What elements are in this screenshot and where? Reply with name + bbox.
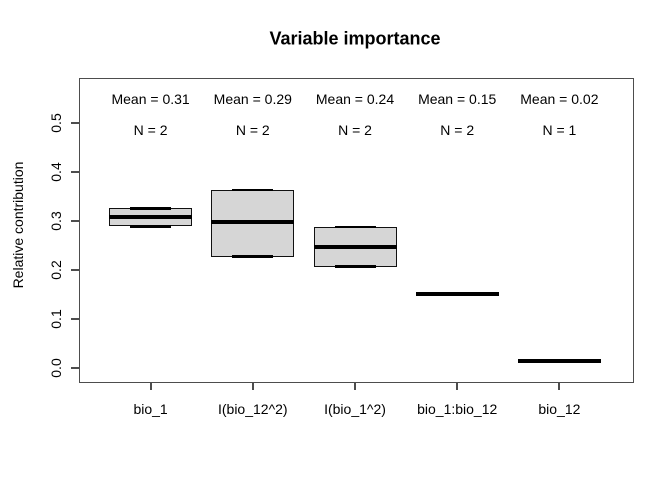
y-axis-tick xyxy=(71,268,79,271)
x-axis-tick-label: I(bio_1^2) xyxy=(324,401,386,417)
chart-title: Variable importance xyxy=(269,28,441,49)
x-axis-tick xyxy=(354,381,356,390)
y-axis-tick-label: 0.2 xyxy=(48,259,64,280)
n-annotation: N = 2 xyxy=(338,122,372,138)
mean-annotation: Mean = 0.02 xyxy=(520,91,599,107)
y-axis-tick-label: 0.3 xyxy=(48,210,64,231)
y-axis-tick xyxy=(71,170,79,173)
x-axis-tick xyxy=(251,381,254,390)
n-annotation: N = 2 xyxy=(235,122,270,138)
boxplot-whisker-cap-lower xyxy=(334,265,376,268)
mean-annotation: Mean = 0.29 xyxy=(213,91,292,107)
y-axis-tick-label: 0.1 xyxy=(48,308,64,329)
boxplot-median xyxy=(211,220,295,225)
y-axis-tick xyxy=(71,366,79,369)
boxplot-median xyxy=(109,214,193,219)
y-axis-tick xyxy=(71,121,79,124)
y-axis-tick xyxy=(71,317,79,320)
y-axis-title: Relative contribution xyxy=(10,161,26,289)
boxplot-whisker-cap-upper xyxy=(334,225,376,229)
boxplot-collapsed-box xyxy=(415,291,499,297)
n-annotation: N = 2 xyxy=(133,122,168,138)
boxplot-whisker-cap-lower xyxy=(232,255,274,259)
boxplot-median xyxy=(313,245,397,250)
x-axis-tick xyxy=(149,381,152,390)
x-axis-tick-label: bio_12 xyxy=(538,401,581,417)
x-axis-tick xyxy=(558,381,561,390)
plot-area xyxy=(79,78,634,383)
boxplot-whisker-cap-lower xyxy=(130,225,172,228)
y-axis-tick-label: 0.5 xyxy=(48,112,64,133)
boxplot-whisker-cap-upper xyxy=(232,188,274,192)
x-axis-tick xyxy=(456,381,459,390)
x-axis-tick-label: bio_1 xyxy=(133,401,168,417)
mean-annotation: Mean = 0.31 xyxy=(111,91,190,107)
boxplot-whisker-cap-upper xyxy=(130,206,172,210)
boxplot-collapsed-box xyxy=(517,358,601,364)
n-annotation: N = 1 xyxy=(542,122,577,138)
y-axis-tick-label: 0.0 xyxy=(48,357,64,378)
y-axis-tick-label: 0.4 xyxy=(48,161,64,182)
mean-annotation: Mean = 0.15 xyxy=(418,91,497,107)
n-annotation: N = 2 xyxy=(440,122,475,138)
x-axis-tick-label: I(bio_12^2) xyxy=(217,401,288,417)
mean-annotation: Mean = 0.24 xyxy=(315,91,395,107)
y-axis-tick xyxy=(71,219,79,222)
x-axis-tick-label: bio_1:bio_12 xyxy=(417,401,498,417)
